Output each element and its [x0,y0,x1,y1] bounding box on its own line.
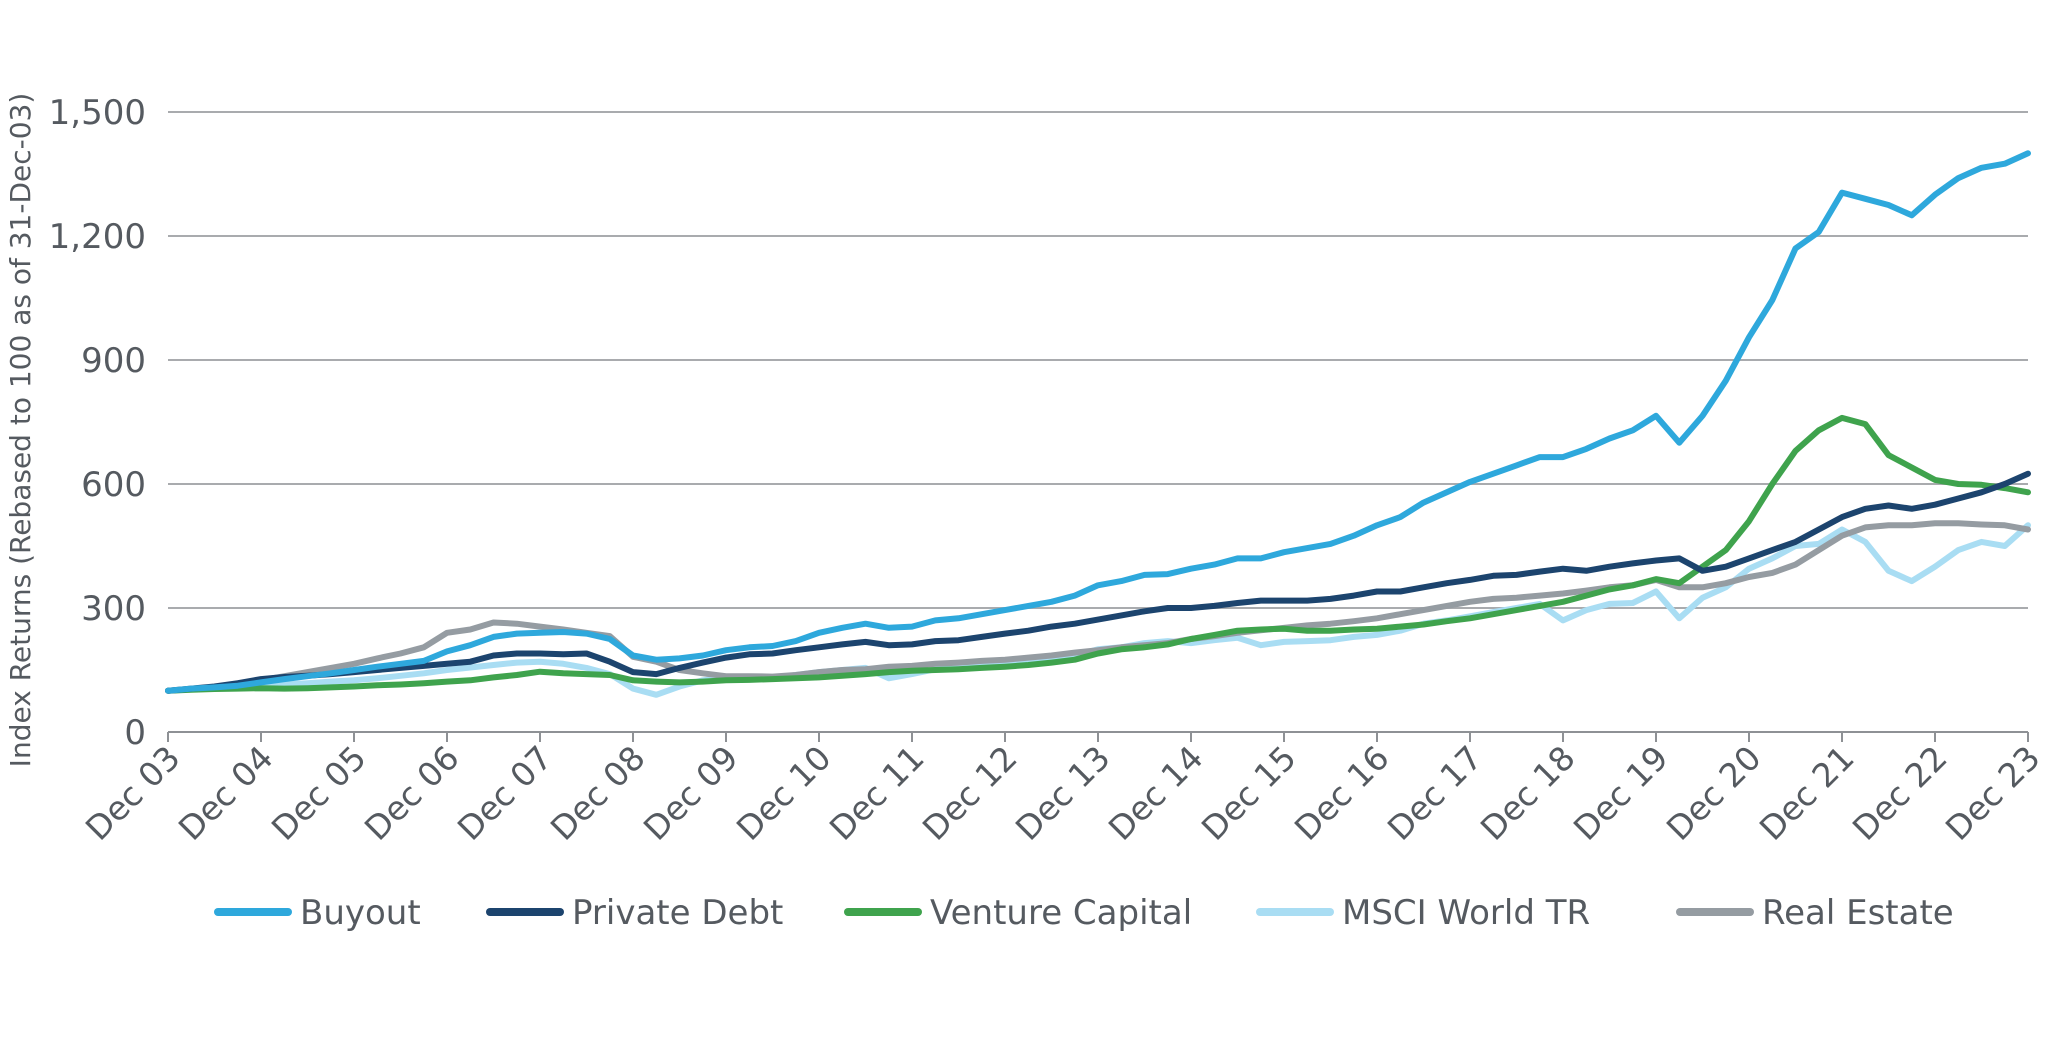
x-tick-label: Dec 10 [729,738,839,848]
legend-label: Private Debt [572,893,783,933]
y-tick-label: 300 [81,589,146,629]
x-tick-label: Dec 09 [636,738,746,848]
series-line-venture-capital [165,414,2031,694]
series-line-msci-world-tr [165,522,2031,698]
x-tick-label: Dec 11 [822,738,932,848]
y-tick-label: 1,500 [49,93,146,133]
series-lines [165,150,2031,698]
x-tick-label: Dec 15 [1194,738,1304,848]
x-tick-label: Dec 19 [1566,738,1676,848]
legend-item-private-debt: Private Debt [486,893,783,933]
legend-item-real-estate: Real Estate [1676,893,1954,933]
y-tick-label: 1,200 [49,217,146,257]
x-tick-label: Dec 12 [915,738,1025,848]
x-tick-label: Dec 23 [1938,738,2048,848]
x-tick-label: Dec 06 [357,738,467,848]
legend-label: Venture Capital [930,893,1192,933]
x-tick-label: Dec 07 [450,738,560,848]
x-tick-label: Dec 14 [1101,738,1211,848]
x-tick-label: Dec 08 [543,738,653,848]
x-tick-label: Dec 17 [1380,738,1490,848]
x-tick-label: Dec 20 [1659,738,1769,848]
y-axis: 0 300 600 900 1,200 1,500 [49,93,146,753]
x-tick-label: Dec 22 [1845,738,1955,848]
x-tick-label: Dec 18 [1473,738,1583,848]
series-line-real-estate [165,520,2031,694]
y-axis-title: Index Returns (Rebased to 100 as of 31-D… [4,93,37,768]
legend-item-buyout: Buyout [214,893,421,933]
x-tick-label: Dec 05 [264,738,374,848]
legend-item-venture-capital: Venture Capital [844,893,1192,933]
y-tick-label: 0 [124,713,146,753]
x-tick-label: Dec 04 [171,738,281,848]
x-tick-label: Dec 16 [1287,738,1397,848]
series-line-private-debt [165,470,2031,694]
legend-item-msci-world-tr: MSCI World TR [1256,893,1590,933]
x-tick-label: Dec 13 [1008,738,1118,848]
x-tick-label: Dec 03 [78,738,188,848]
x-tick-label: Dec 21 [1752,738,1862,848]
series-line-buyout [165,150,2031,694]
legend: Buyout Private Debt Venture Capital MSCI Wo… [214,893,1954,933]
grid-lines [168,111,2028,733]
legend-label: Real Estate [1762,893,1954,933]
y-tick-label: 900 [81,341,146,381]
legend-label: MSCI World TR [1342,893,1590,933]
y-tick-label: 600 [81,465,146,505]
legend-label: Buyout [300,893,421,933]
